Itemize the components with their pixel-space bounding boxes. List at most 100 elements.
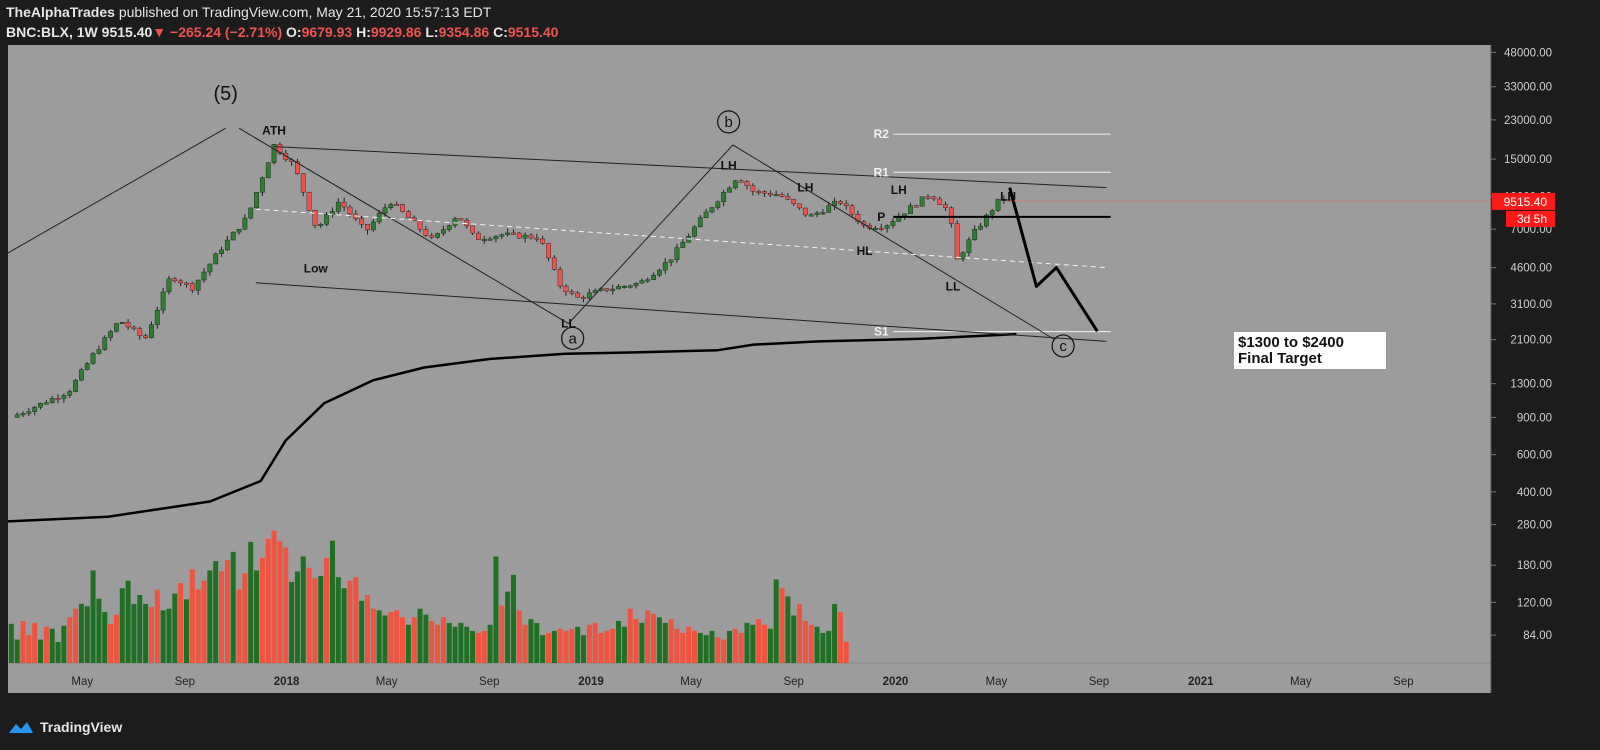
volume-bar xyxy=(73,608,79,663)
candle-up xyxy=(73,379,78,392)
volume-bar xyxy=(744,622,750,663)
volume-bar xyxy=(143,603,149,663)
volume-bar xyxy=(283,547,289,663)
volume-bar xyxy=(616,620,622,663)
high-value: 9929.86 xyxy=(370,24,422,40)
candle-up xyxy=(230,231,236,241)
candle-up xyxy=(884,225,890,229)
candle-up xyxy=(84,363,90,370)
candle-down xyxy=(540,238,546,244)
price-chart[interactable]: 48000.0033000.0023000.0015000.0010000.00… xyxy=(0,0,1600,712)
volume-bar xyxy=(154,589,160,663)
price-change: −265.24 (−2.71%) xyxy=(170,24,283,40)
volume-bar xyxy=(633,619,639,663)
volume-bar xyxy=(219,571,225,663)
y-tick-label: 180.00 xyxy=(1517,560,1552,572)
candle-up xyxy=(727,187,732,193)
candle-up xyxy=(610,288,616,291)
candle-up xyxy=(873,227,878,230)
trendline xyxy=(238,127,569,325)
volume-bar xyxy=(20,620,26,663)
candle-down xyxy=(925,196,931,199)
candle-up xyxy=(983,214,989,227)
candle-up xyxy=(668,259,674,263)
trendline xyxy=(568,144,734,324)
publisher-name[interactable]: TheAlphaTrades xyxy=(6,4,115,20)
volume-bar xyxy=(738,632,744,663)
trendline xyxy=(255,282,1107,342)
volume-bar xyxy=(84,606,90,663)
trendline xyxy=(732,144,1056,341)
close-value: 9515.40 xyxy=(507,24,559,40)
y-tick-label: 400.00 xyxy=(1517,487,1552,499)
candle-up xyxy=(832,200,837,206)
x-tick-label: Sep xyxy=(175,676,195,688)
volume-bar xyxy=(183,599,189,663)
volume-bar xyxy=(61,625,67,663)
volume-bar xyxy=(545,632,551,663)
volume-bar xyxy=(67,617,73,663)
volume-bar xyxy=(294,571,300,663)
candle-down xyxy=(55,398,61,401)
symbol-label[interactable]: BNC:BLX, 1W xyxy=(6,24,98,40)
y-tick-label: 3100.00 xyxy=(1510,299,1552,311)
volume-bar xyxy=(516,610,522,663)
candle-down xyxy=(604,288,610,291)
annotation-label: LL xyxy=(946,279,961,293)
candle-up xyxy=(213,253,219,265)
volume-bar xyxy=(364,595,370,663)
candle-up xyxy=(633,283,639,287)
x-tick-label: 2019 xyxy=(578,676,604,688)
candle-down xyxy=(1001,198,1007,201)
volume-bar xyxy=(417,608,423,663)
volume-bar xyxy=(680,632,686,663)
volume-bar xyxy=(458,622,464,663)
annotation-label: LH xyxy=(797,181,813,195)
candle-up xyxy=(674,247,680,260)
published-info: published on TradingView.com, May 21, 20… xyxy=(118,4,492,20)
candle-up xyxy=(90,353,96,364)
volume-bar xyxy=(423,614,429,663)
volume-bar xyxy=(429,620,435,663)
candle-up xyxy=(108,331,113,338)
volume-bar xyxy=(236,589,242,663)
candle-down xyxy=(178,280,184,284)
candle-down xyxy=(125,322,131,328)
candle-down xyxy=(417,220,423,230)
candle-up xyxy=(978,225,983,230)
candle-down xyxy=(843,203,849,206)
candle-down xyxy=(779,194,785,197)
wave-label-a: a xyxy=(569,330,578,347)
candle-up xyxy=(207,263,213,273)
candle-down xyxy=(312,210,318,226)
candle-down xyxy=(528,234,534,239)
candle-up xyxy=(820,212,826,215)
volume-bar xyxy=(621,626,627,663)
footer-brand[interactable]: TradingView xyxy=(8,719,122,735)
candle-down xyxy=(295,161,300,174)
volume-bar xyxy=(230,551,236,663)
volume-bar xyxy=(814,626,820,663)
candle-up xyxy=(908,205,913,215)
volume-bar xyxy=(808,624,814,663)
candle-down xyxy=(849,205,855,215)
volume-bar xyxy=(119,588,125,663)
candle-up xyxy=(826,205,832,213)
candle-up xyxy=(67,391,73,396)
candle-down xyxy=(791,198,797,205)
candle-down xyxy=(470,225,475,234)
y-tick-label: 15000.00 xyxy=(1504,154,1552,166)
candle-down xyxy=(172,278,178,282)
candle-down xyxy=(575,292,581,298)
volume-bar xyxy=(440,617,446,663)
volume-bar xyxy=(750,624,756,663)
candle-up xyxy=(324,214,330,225)
candle-up xyxy=(43,402,49,405)
annotation-label: LH xyxy=(891,183,907,197)
candle-up xyxy=(61,395,67,399)
candle-down xyxy=(756,191,762,193)
volume-bar xyxy=(726,630,732,663)
candle-up xyxy=(966,239,972,253)
candle-up xyxy=(814,212,820,215)
y-tick-label: 600.00 xyxy=(1517,450,1552,462)
